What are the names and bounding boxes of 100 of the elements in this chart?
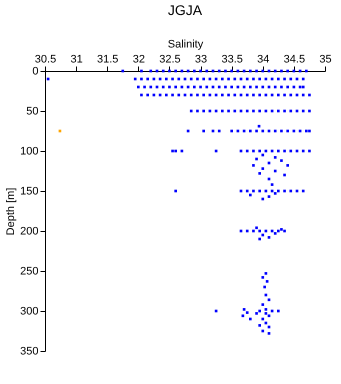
point [221, 94, 224, 96]
point [140, 94, 143, 96]
point [264, 190, 268, 192]
point [230, 86, 233, 88]
point [264, 150, 268, 152]
point [249, 70, 252, 72]
point [268, 86, 270, 88]
point [171, 150, 174, 152]
point [233, 94, 236, 96]
point [212, 70, 214, 72]
x-tick-label: 34.5 [284, 54, 306, 66]
point [227, 110, 230, 112]
x-tick-label: 34 [257, 54, 270, 66]
point [308, 150, 311, 152]
point [168, 70, 171, 72]
point [264, 78, 268, 80]
point [186, 86, 190, 88]
point [249, 86, 252, 88]
point [298, 130, 302, 132]
point [171, 94, 174, 96]
point [252, 78, 255, 80]
point [274, 86, 277, 88]
point [152, 78, 156, 80]
x-tick-label: 32 [132, 54, 145, 66]
point [46, 78, 50, 80]
point [249, 194, 252, 196]
point [190, 94, 193, 96]
point [268, 70, 270, 72]
point [270, 94, 274, 96]
x-tick-label: 32.5 [159, 54, 181, 66]
point [202, 94, 205, 96]
x-tick-label: 33.5 [221, 54, 243, 66]
point [270, 78, 274, 80]
point [156, 86, 158, 88]
x-tick-label: 31 [70, 54, 83, 66]
point [221, 110, 224, 112]
point [242, 70, 246, 72]
point [280, 228, 283, 231]
point [261, 234, 264, 236]
point [277, 190, 280, 192]
point [214, 310, 218, 312]
point [230, 70, 233, 72]
point [149, 86, 152, 88]
y-axis-title: Depth [m] [5, 188, 18, 236]
point [258, 238, 261, 240]
point [289, 150, 292, 152]
point [214, 94, 218, 96]
point [292, 86, 296, 88]
point [283, 78, 286, 80]
point [308, 110, 311, 112]
point [296, 190, 298, 192]
point [208, 78, 212, 80]
point [199, 70, 202, 72]
point [152, 94, 156, 96]
point [286, 70, 289, 72]
point [258, 150, 261, 152]
point [196, 94, 199, 96]
point [296, 94, 298, 96]
point [261, 70, 264, 72]
point [240, 78, 242, 80]
point [252, 94, 255, 96]
point [274, 130, 277, 132]
point [202, 130, 205, 132]
point [277, 230, 280, 232]
point [296, 78, 298, 80]
point [140, 70, 143, 72]
point [184, 94, 186, 96]
point [292, 70, 296, 72]
point [302, 78, 305, 80]
x-tick-label: 33 [194, 54, 208, 66]
point [137, 86, 140, 88]
point [268, 236, 270, 239]
point [146, 94, 149, 96]
point [146, 78, 149, 80]
point [255, 86, 258, 88]
point [277, 78, 280, 80]
point [283, 94, 286, 96]
point [202, 78, 205, 80]
point [208, 94, 212, 96]
point [218, 70, 221, 72]
point [224, 86, 227, 88]
point [268, 298, 270, 302]
point [249, 318, 252, 320]
point [221, 78, 224, 80]
point [158, 94, 162, 96]
point [212, 86, 214, 88]
point [255, 130, 258, 132]
point [174, 70, 177, 72]
point [302, 190, 305, 192]
point [308, 94, 311, 96]
point [208, 110, 212, 112]
point [308, 130, 311, 132]
x-tick-label: 31.5 [97, 54, 118, 66]
point [258, 230, 261, 232]
point [255, 70, 258, 72]
point [268, 162, 270, 164]
point [264, 294, 268, 296]
point [240, 110, 242, 112]
point [227, 94, 230, 96]
point [296, 110, 298, 112]
